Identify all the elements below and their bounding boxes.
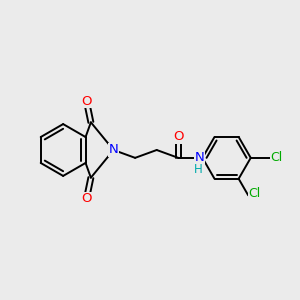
Text: H: H xyxy=(194,163,203,176)
Text: O: O xyxy=(81,192,92,206)
Text: O: O xyxy=(81,94,92,108)
Text: O: O xyxy=(173,130,184,143)
Text: Cl: Cl xyxy=(270,152,283,164)
Text: Cl: Cl xyxy=(249,188,261,200)
Text: N: N xyxy=(195,152,204,164)
Text: N: N xyxy=(109,143,118,157)
